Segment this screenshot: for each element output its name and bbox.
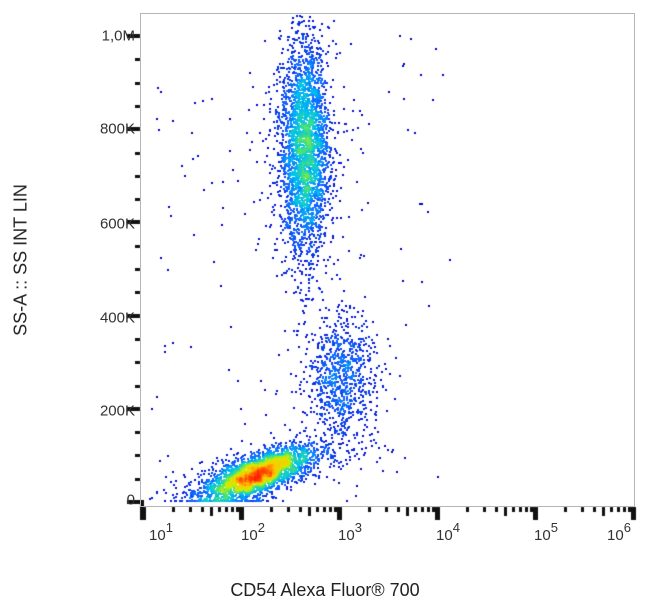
y-tick-label-0: 0 (126, 491, 135, 509)
plot-area-frame (140, 13, 635, 507)
x-tick-exponent: 4 (452, 520, 460, 535)
x-tick-base: 10 (338, 527, 355, 544)
x-tick-label-1e6: 106 (607, 520, 631, 544)
y-axis-title: SS-A :: SS INT LIN (10, 184, 31, 336)
x-tick-label-1e1: 101 (149, 520, 173, 544)
x-tick-label-1e5: 105 (534, 520, 558, 544)
x-tick-base: 10 (436, 527, 453, 544)
y-tick-label-600k: 600K (99, 215, 135, 233)
x-tick-base: 10 (607, 527, 624, 544)
x-tick-base: 10 (149, 527, 166, 544)
x-tick-exponent: 1 (165, 520, 173, 535)
x-tick-base: 10 (241, 527, 258, 544)
x-tick-base: 10 (534, 527, 551, 544)
y-tick-label-400k: 400K (99, 309, 135, 327)
x-axis-title: CD54 Alexa Fluor® 700 (230, 580, 420, 600)
y-tick-label-800k: 800K (99, 120, 135, 138)
y-tick-label-1m: 1,0M (101, 27, 135, 45)
y-tick-label-200k: 200K (99, 402, 135, 420)
x-tick-exponent: 6 (623, 520, 631, 535)
x-tick-exponent: 5 (550, 520, 558, 535)
x-tick-exponent: 2 (257, 520, 265, 535)
x-tick-label-1e4: 104 (436, 520, 460, 544)
x-tick-label-1e2: 102 (241, 520, 265, 544)
x-tick-label-1e3: 103 (338, 520, 362, 544)
x-tick-exponent: 3 (354, 520, 362, 535)
